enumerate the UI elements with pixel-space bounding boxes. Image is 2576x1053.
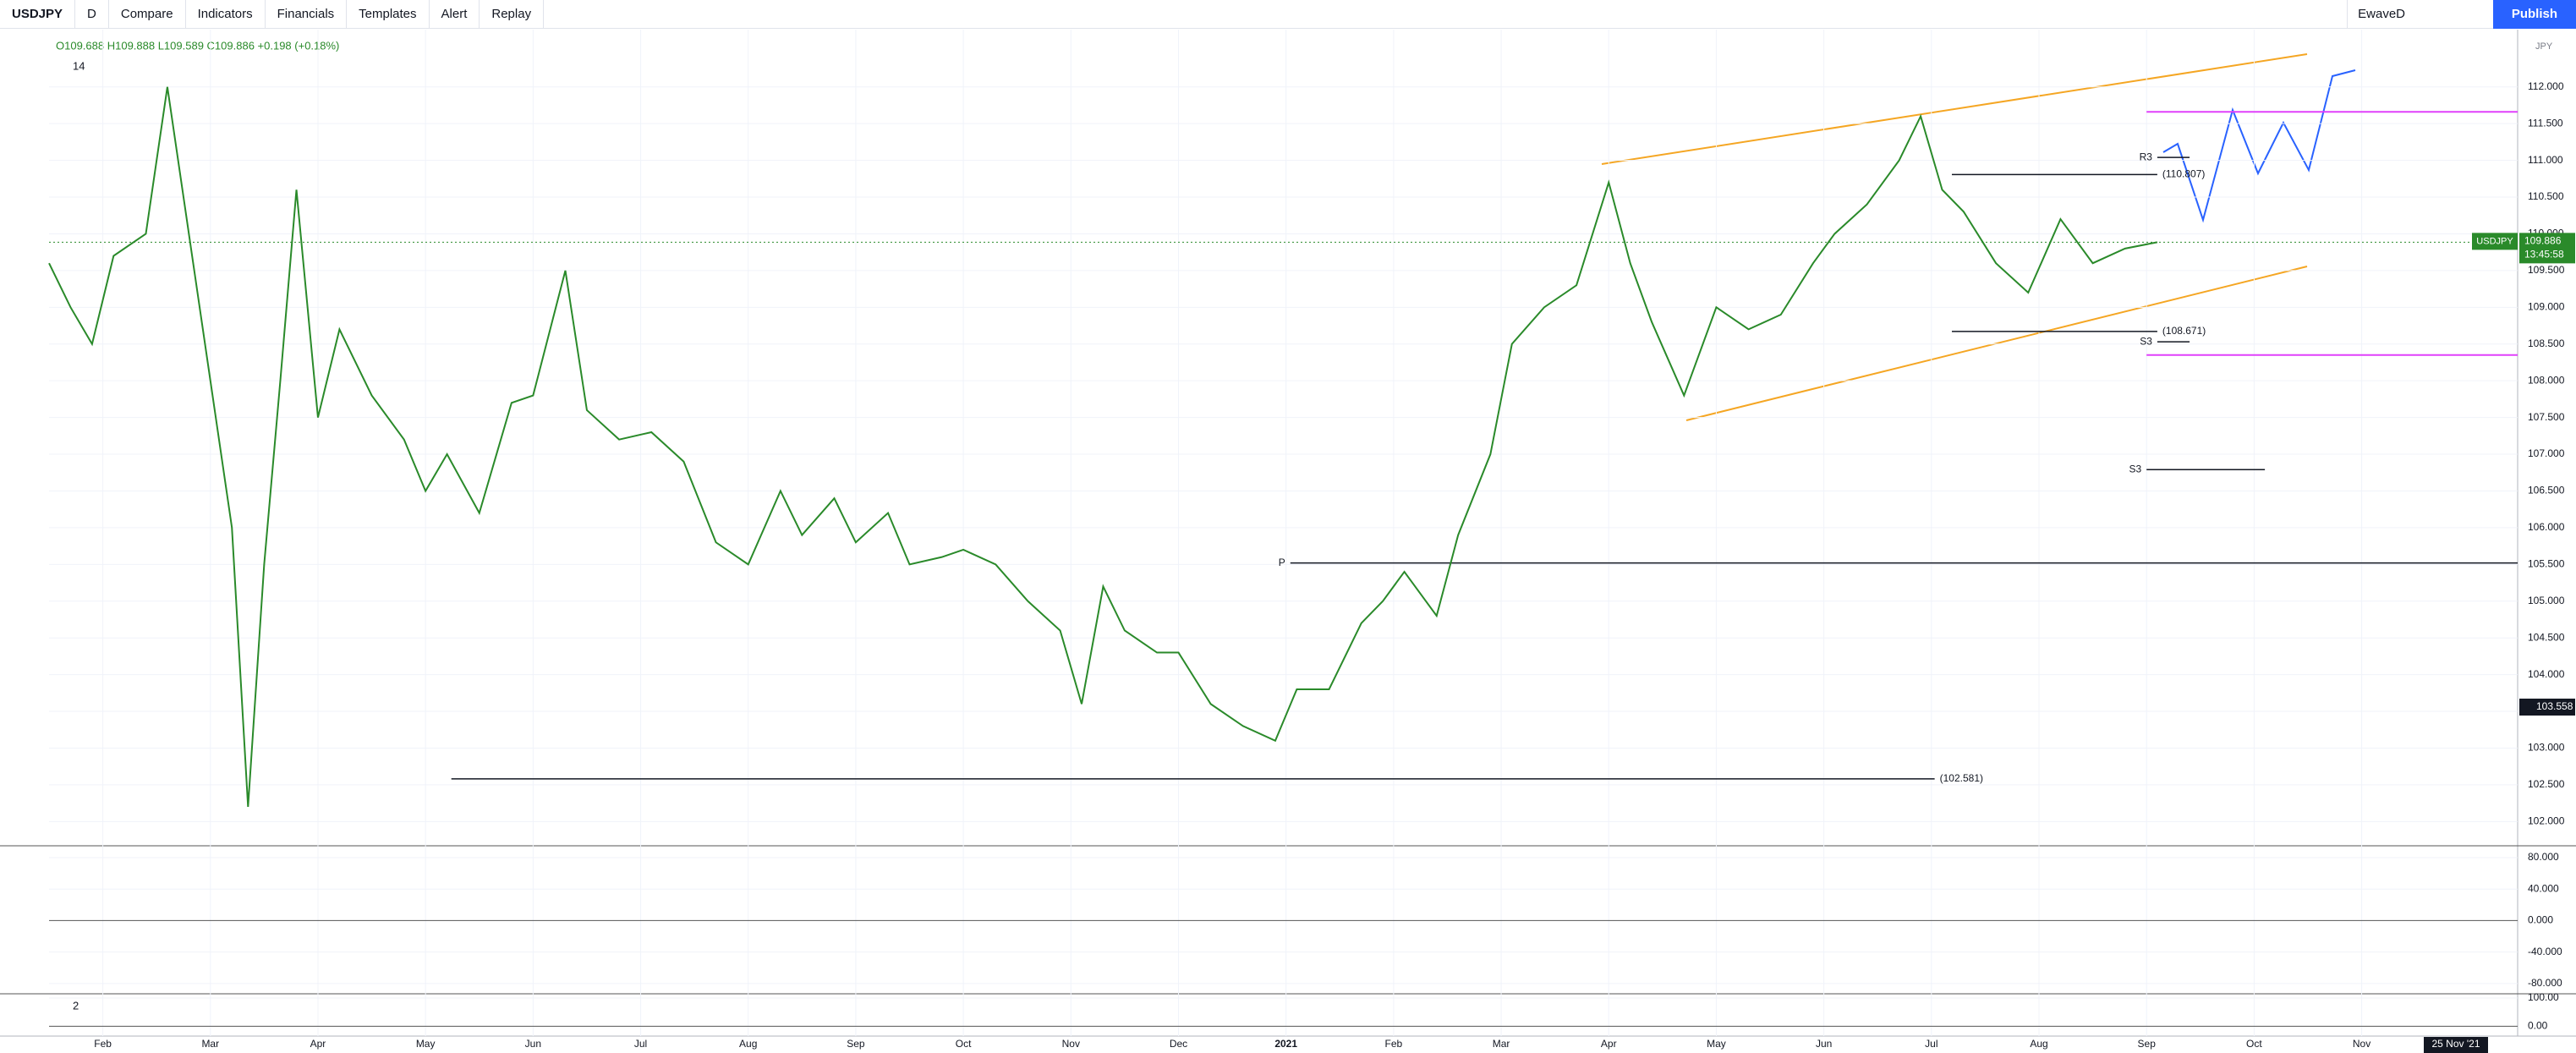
chart: O109.688 H109.888 L109.589 C109.886 +0.1… (0, 30, 2576, 1053)
y-tick-label: 0.000 (2528, 914, 2553, 926)
y-tick-label: 107.500 (2528, 411, 2565, 423)
x-tick-label: Aug (2030, 1038, 2047, 1050)
level-label: R3 (2140, 151, 2153, 162)
x-tick-label: Nov (2353, 1038, 2370, 1050)
toolbar: USDJPY D Compare Indicators Financials T… (0, 0, 2576, 29)
y-tick-label: -80.000 (2528, 977, 2562, 989)
last-price-tag (2519, 233, 2575, 264)
level-label: (110.807) (2162, 168, 2205, 180)
y-tick-label: -40.000 (2528, 946, 2562, 957)
toolbar-button[interactable]: Replay (480, 0, 545, 29)
y-tick-label: 111.000 (2528, 154, 2563, 166)
layout-name[interactable]: EwaveD (2347, 0, 2415, 29)
symbol[interactable]: USDJPY (0, 0, 76, 29)
currency: JPY (2535, 41, 2553, 52)
x-tick-label: Jun (525, 1038, 541, 1050)
symbol-tag (2472, 233, 2518, 250)
x-tick-label: May (416, 1038, 436, 1050)
y-tick-label: 109.000 (2528, 300, 2565, 312)
y-tick-label: 108.500 (2528, 337, 2565, 349)
x-tick-label: Sep (847, 1038, 865, 1050)
cursor-date: 25 Nov '21 (2432, 1038, 2480, 1050)
toolbar-button[interactable]: Alert (430, 0, 480, 29)
x-tick-label: Mar (1493, 1038, 1510, 1050)
y-tick-label: 102.500 (2528, 778, 2565, 790)
countdown: 13:45:58 (2524, 249, 2564, 261)
x-tick-label: Feb (94, 1038, 112, 1050)
y-tick-label: 102.000 (2528, 815, 2565, 827)
y-tick-label: 100.00 (2528, 991, 2559, 1003)
y-tick-label: 112.000 (2528, 80, 2564, 92)
level-label: (102.581) (1940, 772, 1983, 784)
y-tick-label: 0.00 (2528, 1020, 2548, 1032)
toolbar-button[interactable]: Indicators (186, 0, 266, 29)
projection-path (2162, 69, 2356, 223)
y-tick-label: 40.000 (2528, 882, 2559, 894)
x-tick-label: Mar (201, 1038, 219, 1050)
y-tick-label: 105.000 (2528, 595, 2565, 606)
y-tick-label: 106.500 (2528, 485, 2565, 496)
last-price-label: 109.886 (2524, 235, 2562, 247)
indicator-length[interactable]: 14 (73, 59, 85, 72)
channel-line (1685, 266, 2308, 421)
cursor-date-tag (2424, 1037, 2488, 1053)
y-tick-label: 103.000 (2528, 742, 2565, 754)
publish-button[interactable]: Publish (2492, 0, 2576, 29)
x-tick-label: Jun (1816, 1038, 1832, 1050)
toolbar-button[interactable]: Templates (347, 0, 430, 29)
x-tick-label: Feb (1385, 1038, 1403, 1050)
x-tick-label: Jul (634, 1038, 647, 1050)
y-tick-label: 106.000 (2528, 521, 2565, 533)
price-line (48, 86, 2158, 808)
toolbar-button[interactable]: Compare (109, 0, 186, 29)
level-label: P (1279, 557, 1285, 568)
y-tick-label: 105.500 (2528, 558, 2565, 570)
y-tick-label: 108.000 (2528, 374, 2565, 386)
ohlc-legend: O109.688 H109.888 L109.589 C109.886 +0.1… (56, 39, 339, 52)
x-tick-label: Oct (2246, 1038, 2262, 1050)
x-tick-label: Nov (1062, 1038, 1080, 1050)
background (0, 30, 2576, 1053)
x-tick-label: Oct (956, 1038, 972, 1050)
x-tick-label: Apr (310, 1038, 326, 1050)
x-tick-label: Aug (739, 1038, 757, 1050)
crosshair-price: 103.558 (2536, 700, 2573, 712)
y-tick-label: 104.000 (2528, 668, 2565, 680)
x-tick-label: Jul (1925, 1038, 1937, 1050)
crosshair-tag (2519, 699, 2575, 716)
interval[interactable]: D (75, 0, 109, 29)
channel-line (1601, 53, 2308, 165)
x-tick-label: Dec (1170, 1038, 1187, 1050)
x-tick-label: May (1707, 1038, 1726, 1050)
x-tick-label: 2021 (1274, 1038, 1297, 1050)
y-tick-label: 107.000 (2528, 447, 2565, 459)
x-tick-label: Apr (1601, 1038, 1617, 1050)
toolbar-button[interactable]: Financials (266, 0, 348, 29)
y-tick-label: 109.500 (2528, 264, 2565, 276)
stochastic-length[interactable]: 2 (73, 999, 79, 1012)
y-tick-label: 111.500 (2528, 117, 2563, 129)
level-label: (108.671) (2162, 325, 2206, 337)
y-tick-label: 104.500 (2528, 631, 2565, 643)
level-label: S3 (2140, 335, 2152, 347)
level-label: S3 (2129, 463, 2142, 474)
symbol-tag-label: USDJPY (2476, 236, 2513, 246)
y-tick-label: 80.000 (2528, 851, 2559, 863)
y-tick-label: 110.500 (2528, 190, 2564, 202)
x-tick-label: Sep (2138, 1038, 2157, 1050)
